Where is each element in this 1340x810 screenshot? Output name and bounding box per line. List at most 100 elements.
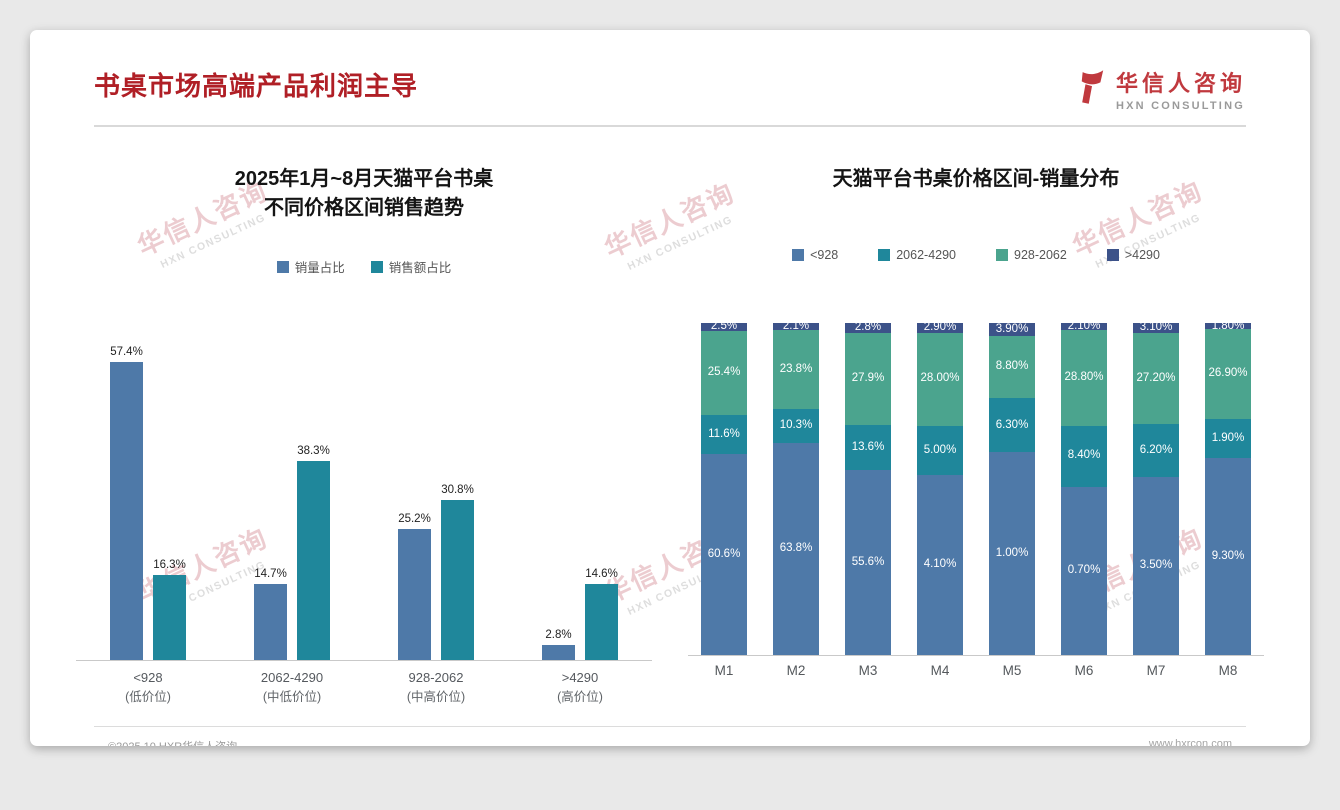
x-axis-label-sub: (低价位) — [125, 689, 171, 704]
stack: 0.70% 8.40% 28.80% 2.10% — [1061, 319, 1107, 655]
bar: 14.6% — [585, 568, 618, 660]
logo-icon — [1078, 69, 1106, 110]
segment-value-label: 3.90% — [995, 322, 1029, 335]
legend-label: 销售额占比 — [388, 261, 452, 275]
segment-value-label: 0.70% — [1067, 564, 1101, 577]
segment-value-label: 25.4% — [707, 366, 741, 379]
segment-value-label: 10.3% — [779, 419, 813, 432]
stacked-bar: 60.6% 11.6% 25.4% 2.5% — [688, 320, 760, 655]
stack-segment: 3.50% — [1133, 477, 1179, 655]
legend-item: >4290 — [1106, 248, 1160, 262]
right-chart: 天猫平台书桌价格区间-销量分布 <928 2062-4290 928-2062 >42… — [688, 127, 1264, 706]
stack: 3.50% 6.20% 27.20% 3.10% — [1133, 321, 1179, 655]
bar-value-label: 16.3% — [153, 559, 186, 572]
x-axis-label-main: 2062-4290 — [260, 670, 324, 685]
x-axis-label: M7 — [1146, 663, 1166, 678]
header-divider — [94, 125, 1246, 127]
stack-segment: 8.40% — [1061, 425, 1107, 487]
stack-segment: 27.9% — [845, 332, 891, 426]
x-axis-label: >4290 (高价位) — [508, 668, 652, 706]
bar-rect — [585, 584, 618, 660]
segment-value-label: 27.9% — [851, 372, 885, 385]
stack: 60.6% 11.6% 25.4% 2.5% — [701, 320, 747, 655]
charts-area: 2025年1月~8月天猫平台书桌 不同价格区间销售趋势 销量占比 销售额占比 57… — [30, 127, 1310, 706]
stacked-bar: 4.10% 5.00% 28.00% 2.90% — [904, 322, 976, 655]
left-chart: 2025年1月~8月天猫平台书桌 不同价格区间销售趋势 销量占比 销售额占比 57… — [76, 127, 652, 706]
stack-segment: 63.8% — [773, 443, 819, 655]
bar-rect — [441, 499, 474, 660]
legend-swatch — [276, 260, 289, 273]
x-axis-label-sub: (中低价位) — [262, 689, 322, 704]
x-axis-label: M2 — [786, 663, 806, 678]
segment-value-label: 3.10% — [1139, 321, 1173, 334]
bar-value-label: 2.8% — [545, 629, 572, 642]
segment-value-label: 8.80% — [995, 360, 1029, 373]
bar-group: 2.8% 14.6% — [508, 345, 652, 660]
legend-item: 销售额占比 — [370, 257, 452, 276]
stack-segment: 55.6% — [845, 470, 891, 655]
stack-segment: 28.80% — [1061, 330, 1107, 426]
bar: 25.2% — [398, 513, 431, 660]
bar-rect — [398, 528, 431, 660]
bar-group: 57.4% 16.3% — [76, 345, 220, 660]
stack-segment: 10.3% — [773, 409, 819, 444]
bar: 16.3% — [153, 559, 186, 660]
bar-rect — [542, 645, 575, 660]
left-chart-x-axis: <928 (低价位) 2062-4290 (中低价位) 928-2062 (中高价位) >4… — [76, 668, 652, 706]
footer-website-link[interactable]: www.hxrcon.com — [1148, 738, 1232, 746]
bar-value-label: 14.7% — [254, 567, 287, 580]
bar-group: 25.2% 30.8% — [364, 345, 508, 660]
footer: ©2025.10 HXR华信人咨询 www.hxrcon.com — [30, 727, 1310, 746]
bar: 2.8% — [542, 629, 575, 660]
segment-value-label: 1.80% — [1211, 319, 1245, 332]
bar-rect — [297, 460, 330, 660]
legend-item: 928-2062 — [996, 248, 1067, 262]
bar: 57.4% — [110, 346, 143, 660]
stack-segment: 6.30% — [989, 398, 1035, 453]
footer-divider — [94, 726, 1246, 728]
segment-value-label: 26.90% — [1208, 367, 1248, 380]
segment-value-label: 1.00% — [995, 546, 1029, 559]
bar-rect — [254, 583, 287, 660]
segment-value-label: 55.6% — [851, 555, 885, 568]
stack-segment: 3.90% — [989, 323, 1035, 336]
segment-value-label: 11.6% — [708, 427, 740, 440]
stack-segment: 23.8% — [773, 329, 819, 409]
stack-segment: 8.80% — [989, 335, 1035, 399]
left-chart-plot: 57.4% 16.3% 14.7% 38.3% 25.2% 30.8% 2.8% 14.6% — [76, 345, 652, 661]
stack-segment: 26.90% — [1205, 329, 1251, 419]
stack-segment: 6.20% — [1133, 423, 1179, 478]
legend-item: 2062-4290 — [878, 248, 956, 262]
right-chart-plot: 60.6% 11.6% 25.4% 2.5% 63.8% 10.3% 23.8% 2.1% 55… — [688, 319, 1264, 656]
x-axis-label: M6 — [1074, 663, 1094, 678]
stack-segment: 2.10% — [1061, 319, 1107, 332]
legend-swatch — [878, 249, 891, 261]
segment-value-label: 8.40% — [1067, 449, 1101, 462]
segment-value-label: 27.20% — [1136, 371, 1176, 384]
legend-label: 928-2062 — [1014, 248, 1067, 262]
legend-swatch — [792, 249, 805, 261]
bar: 14.7% — [254, 568, 287, 660]
legend-item: 销量占比 — [276, 257, 345, 276]
right-chart-title: 天猫平台书桌价格区间-销量分布 — [832, 168, 1120, 190]
stack-segment: 13.6% — [845, 425, 891, 471]
x-axis-label-main: >4290 — [561, 670, 599, 685]
stack-segment: 9.30% — [1205, 458, 1251, 655]
bar-value-label: 38.3% — [297, 444, 330, 457]
x-axis-label-sub: (高价位) — [557, 689, 603, 704]
segment-value-label: 2.10% — [1067, 319, 1101, 332]
stack: 4.10% 5.00% 28.00% 2.90% — [917, 322, 963, 655]
stack-segment: 60.6% — [701, 453, 747, 655]
legend-swatch — [370, 260, 383, 273]
x-axis-label-main: <928 — [133, 670, 163, 685]
stack-segment: 1.90% — [1205, 418, 1251, 459]
segment-value-label: 2.5% — [710, 320, 738, 333]
segment-value-label: 1.90% — [1211, 431, 1245, 444]
stack-segment: 1.00% — [989, 452, 1035, 655]
bar-group: 14.7% 38.3% — [220, 345, 364, 660]
stack: 1.00% 6.30% 8.80% 3.90% — [989, 323, 1035, 655]
stack-segment: 28.00% — [917, 332, 963, 426]
legend-swatch — [996, 249, 1008, 261]
segment-value-label: 3.50% — [1139, 559, 1173, 572]
stacked-bar: 9.30% 1.90% 26.90% 1.80% — [1192, 319, 1264, 655]
